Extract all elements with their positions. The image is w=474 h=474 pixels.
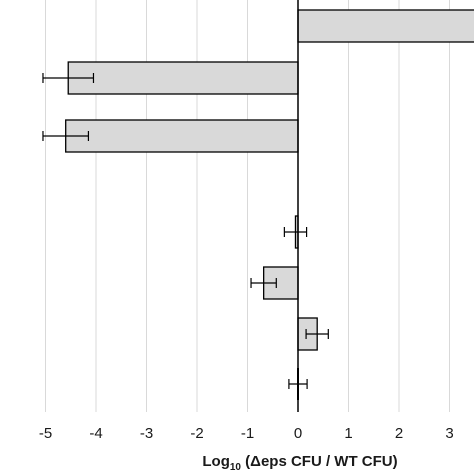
error-bar-6 bbox=[305, 329, 329, 339]
error-bar-5 bbox=[250, 278, 277, 288]
x-tick-label: 2 bbox=[395, 425, 403, 442]
x-axis-label-main: Log bbox=[202, 453, 230, 470]
error-bar-4 bbox=[283, 227, 308, 237]
x-tick-label: -5 bbox=[39, 425, 52, 442]
x-axis-label: Log10 (Δeps CFU / WT CFU) bbox=[202, 453, 397, 473]
bars-group bbox=[65, 9, 474, 400]
x-tick-label: -4 bbox=[89, 425, 102, 442]
x-axis-label-subscript: 10 bbox=[230, 462, 242, 473]
bar-0 bbox=[297, 9, 474, 43]
x-tick-label: 0 bbox=[294, 425, 302, 442]
x-tick-label: -3 bbox=[140, 425, 153, 442]
bar-1 bbox=[67, 61, 299, 95]
x-axis-label-rest: (Δeps CFU / WT CFU) bbox=[241, 453, 398, 470]
x-tick-label: -1 bbox=[241, 425, 254, 442]
x-tick-label: -2 bbox=[190, 425, 203, 442]
bar-2 bbox=[65, 119, 299, 153]
error-bar-1 bbox=[42, 73, 95, 83]
x-tick-label: 1 bbox=[344, 425, 352, 442]
x-tick-label: 3 bbox=[445, 425, 453, 442]
error-bar-2 bbox=[42, 131, 90, 141]
